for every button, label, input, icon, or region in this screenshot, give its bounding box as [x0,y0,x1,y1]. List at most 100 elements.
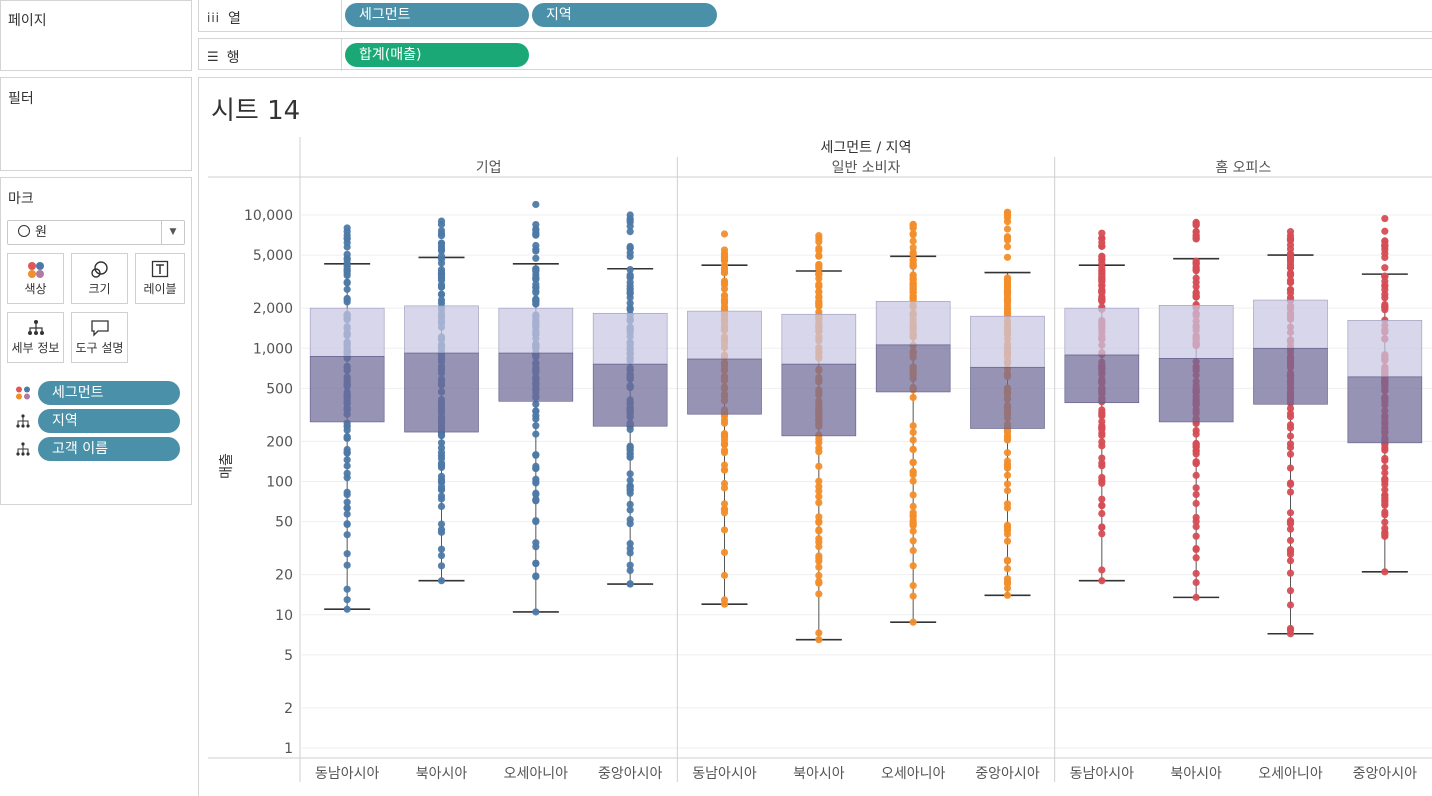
data-point [1286,285,1295,294]
data-point [1098,438,1106,446]
data-point [1286,545,1295,554]
mark-field-pill[interactable]: 지역 [38,409,180,433]
rows-shelf[interactable]: ☰ 행 합계(매출) [198,38,1432,71]
sheet-title[interactable]: 시트 14 [211,96,301,126]
data-point [532,412,540,420]
box-lower-half [309,356,385,423]
box-lower-half [1253,347,1328,405]
data-point [343,285,351,293]
data-point [1192,471,1200,479]
data-point [815,554,823,562]
data-point [909,445,917,454]
columns-shelf[interactable]: iii 열 세그먼트 지역 [198,0,1432,32]
mark-field-pill[interactable]: 세그먼트 [38,381,180,405]
data-point [437,226,446,235]
data-point [343,298,351,306]
columns-shelf-label: iii 열 [207,8,241,28]
mark-type-dropdown[interactable]: 원 ▼ [7,220,185,245]
y-tick-label: 5 [284,648,293,664]
data-point [815,629,823,637]
data-point [1003,580,1012,588]
y-tick-label: 10 [275,608,293,624]
data-point [532,430,540,438]
data-point [1381,518,1389,526]
tooltip-button[interactable]: 도구 설명 [71,312,128,363]
data-point [1381,501,1389,509]
data-point [1098,495,1106,503]
rows-label: 행 [226,50,240,66]
data-point [909,471,917,479]
data-point [1286,278,1295,287]
data-point [1286,509,1295,517]
data-point [1098,274,1106,282]
box-upper-half [404,305,479,354]
data-point [1381,286,1389,294]
detail-button[interactable]: 세부 정보 [7,312,64,363]
data-point [532,539,540,547]
data-point [532,265,540,273]
data-point [626,222,634,230]
data-point [909,393,917,402]
size-icon [90,261,108,278]
column-pill-segment[interactable]: 세그먼트 [345,3,529,27]
data-point [815,517,823,526]
box-upper-half [687,310,762,360]
segment-header: 일반 소비자 [832,160,901,176]
x-tick-label: 동남아시아 [692,766,757,782]
x-tick-label: 동남아시아 [1070,766,1135,782]
filters-panel[interactable]: 필터 [0,77,192,171]
data-point [815,571,823,580]
chevron-down-icon[interactable]: ▼ [161,221,184,244]
label-button[interactable]: 레이블 [135,253,185,304]
data-point [1003,253,1012,261]
data-point [1003,564,1012,573]
x-tick-label: 오세아니아 [1258,766,1323,782]
data-point [1098,229,1106,237]
data-point [343,561,351,569]
y-tick-label: 100 [266,475,293,491]
data-point [1098,577,1106,585]
y-tick-label: 1 [284,741,293,757]
data-point [1192,288,1200,297]
columns-label: 열 [228,11,241,27]
x-tick-label: 중앙아시아 [1353,766,1418,782]
data-point [437,432,446,440]
size-button[interactable]: 크기 [71,253,128,304]
sheet-view [198,77,1432,796]
data-point [1286,450,1295,458]
data-point [815,493,823,501]
row-pill-sum-sales[interactable]: 합계(매출) [345,43,529,67]
data-point [720,266,729,274]
data-point [343,504,351,512]
data-point [815,260,823,269]
data-point [626,299,634,307]
data-point [437,291,446,299]
color-icon [16,386,30,400]
data-point [1098,523,1106,532]
data-point [1098,410,1106,419]
color-button[interactable]: 색상 [7,253,64,304]
data-point [909,502,917,510]
pages-panel[interactable]: 페이지 [0,0,192,71]
data-point [1192,228,1200,236]
data-point [437,526,446,534]
data-point [1192,532,1200,540]
data-point [1286,601,1295,609]
data-point [437,439,446,447]
data-point [909,547,917,555]
data-point [1003,305,1012,313]
data-point [909,220,917,229]
data-point [909,477,917,485]
data-point [1192,218,1200,226]
data-point [626,286,634,294]
column-pill-region[interactable]: 지역 [532,3,717,27]
mark-field-pill[interactable]: 고객 이름 [38,437,180,461]
data-point [626,228,634,236]
box-lower-half [781,363,857,437]
x-tick-label: 북아시아 [416,766,468,782]
data-point [815,232,823,240]
data-point [1286,251,1295,259]
data-point [1098,509,1106,518]
data-point [1003,292,1012,300]
